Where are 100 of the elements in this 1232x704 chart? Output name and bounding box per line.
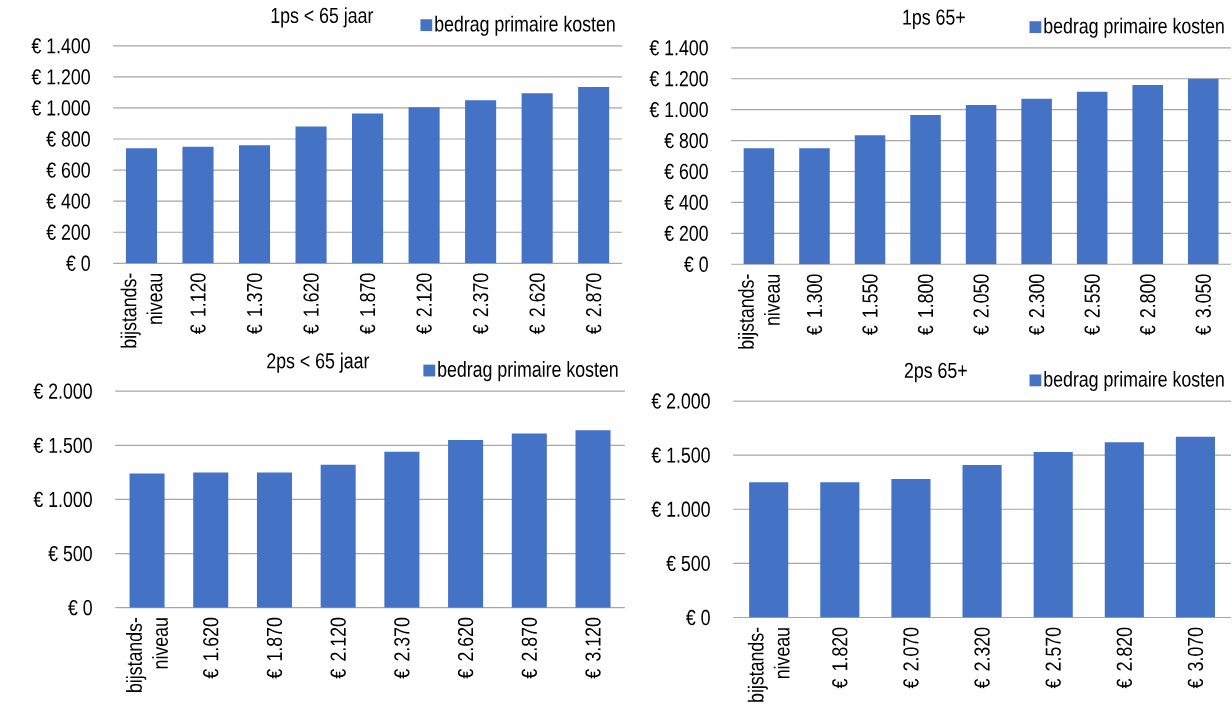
bar	[1175, 436, 1215, 618]
y-tick-label: € 400	[664, 194, 708, 211]
x-tick-label: € 2.050	[973, 274, 989, 336]
x-tick-label: € 2.570	[1045, 627, 1061, 689]
chart-title: 2ps < 65 jaar	[267, 352, 370, 373]
x-tick-label: € 3.120	[585, 617, 601, 679]
x-tick-label: € 1.800	[917, 274, 934, 336]
x-tick-label: € 1.870	[266, 617, 283, 679]
bar	[256, 472, 292, 608]
y-tick-label: € 1.500	[33, 437, 92, 453]
chart-title: 1ps 65+	[903, 9, 965, 30]
x-tick-label: € 2.300	[1028, 274, 1045, 336]
y-tick-label: € 800	[46, 131, 90, 147]
x-tick-label: € 3.050	[1195, 274, 1211, 336]
bar	[384, 451, 420, 608]
x-tick-label: bijstands-niveau	[747, 627, 790, 702]
x-tick-label: € 1.870	[359, 273, 376, 335]
x-tick-label: € 2.070	[903, 627, 919, 689]
bar	[408, 107, 440, 264]
y-tick-label: € 600	[664, 163, 708, 180]
bar	[320, 464, 356, 608]
y-tick-label: € 500	[666, 555, 710, 572]
x-tick-label: € 2.620	[457, 617, 474, 679]
x-tick-label: € 1.120	[190, 273, 206, 335]
x-tick-label: € 2.370	[472, 273, 489, 335]
bar	[891, 478, 931, 618]
x-tick-label: € 1.620	[203, 617, 219, 679]
x-tick-label: € 1.300	[806, 274, 823, 336]
x-tick-label: € 2.550	[1084, 274, 1100, 336]
bar	[1132, 84, 1163, 265]
chart-title: 2ps 65+	[904, 362, 967, 383]
y-tick-label: € 1.000	[651, 501, 710, 517]
y-tick-label: € 400	[46, 193, 90, 209]
legend-label: bedrag primaire kosten	[435, 15, 615, 36]
y-tick-label: € 800	[664, 132, 708, 149]
x-tick-label: € 2.870	[586, 273, 602, 335]
y-tick-label: € 0	[66, 255, 90, 271]
bar	[511, 433, 547, 608]
bar	[749, 482, 789, 618]
x-tick-label: bijstands-niveau	[126, 617, 168, 692]
y-tick-label: € 2.000	[33, 383, 92, 399]
x-tick-label: € 1.370	[246, 273, 263, 335]
bar	[578, 86, 610, 264]
x-tick-label: € 2.320	[974, 627, 990, 689]
bar	[352, 113, 384, 264]
y-tick-label: € 0	[68, 599, 92, 616]
bar	[1033, 451, 1073, 618]
bar	[193, 472, 229, 608]
bar	[1187, 78, 1219, 265]
bar	[854, 135, 886, 265]
y-tick-label: € 1.000	[33, 491, 92, 508]
x-tick-label: € 2.820	[1116, 627, 1132, 689]
bar	[1076, 91, 1108, 265]
x-tick-label: € 2.620	[529, 273, 545, 335]
x-tick-label: € 2.870	[521, 617, 537, 679]
y-tick-label: € 1.500	[651, 447, 710, 463]
legend-label: bedrag primaire kosten	[438, 361, 618, 382]
y-tick-label: € 1.000	[649, 101, 708, 118]
bar	[465, 100, 497, 264]
y-tick-label: € 500	[48, 545, 92, 562]
y-tick-label: € 600	[46, 162, 90, 178]
bar	[1104, 442, 1144, 618]
chart-title: 1ps < 65 jaar	[271, 7, 374, 28]
bar	[521, 93, 553, 264]
x-tick-label: € 2.370	[394, 617, 410, 679]
bar	[129, 473, 165, 608]
y-tick-label: € 1.400	[649, 40, 708, 56]
bar	[799, 148, 830, 265]
legend-label: bedrag primaire kosten	[1044, 370, 1224, 392]
bar	[910, 115, 941, 265]
x-tick-label: € 2.120	[416, 273, 432, 335]
bar	[575, 430, 611, 608]
y-tick-label: € 1.200	[31, 69, 90, 85]
bar	[1021, 98, 1052, 265]
y-tick-label: € 0	[684, 256, 708, 272]
y-tick-label: € 1.400	[31, 38, 90, 54]
bar	[238, 145, 271, 264]
y-tick-label: € 0	[686, 609, 710, 626]
x-tick-label: bijstands-niveau	[737, 274, 780, 349]
legend-label: bedrag primaire kosten	[1044, 17, 1224, 38]
x-tick-label: € 1.820	[832, 627, 848, 689]
bar	[962, 464, 1002, 618]
x-tick-label: bijstands-niveau	[120, 273, 163, 348]
bar	[448, 439, 484, 608]
y-tick-label: € 200	[664, 225, 708, 241]
bar	[295, 126, 327, 264]
y-tick-label: € 2.000	[651, 393, 710, 409]
x-tick-label: € 3.070	[1187, 627, 1204, 689]
y-tick-label: € 1.000	[31, 100, 90, 116]
bar	[820, 482, 860, 618]
x-tick-label: € 2.800	[1140, 274, 1156, 336]
x-tick-label: € 1.550	[862, 274, 878, 336]
bar	[743, 148, 775, 265]
bar	[125, 148, 158, 264]
x-tick-label: € 2.120	[330, 617, 346, 679]
bar	[965, 104, 997, 265]
x-tick-label: € 1.620	[303, 273, 319, 335]
y-tick-label: € 1.200	[649, 71, 708, 87]
bar	[182, 146, 214, 264]
y-tick-label: € 200	[46, 224, 90, 240]
